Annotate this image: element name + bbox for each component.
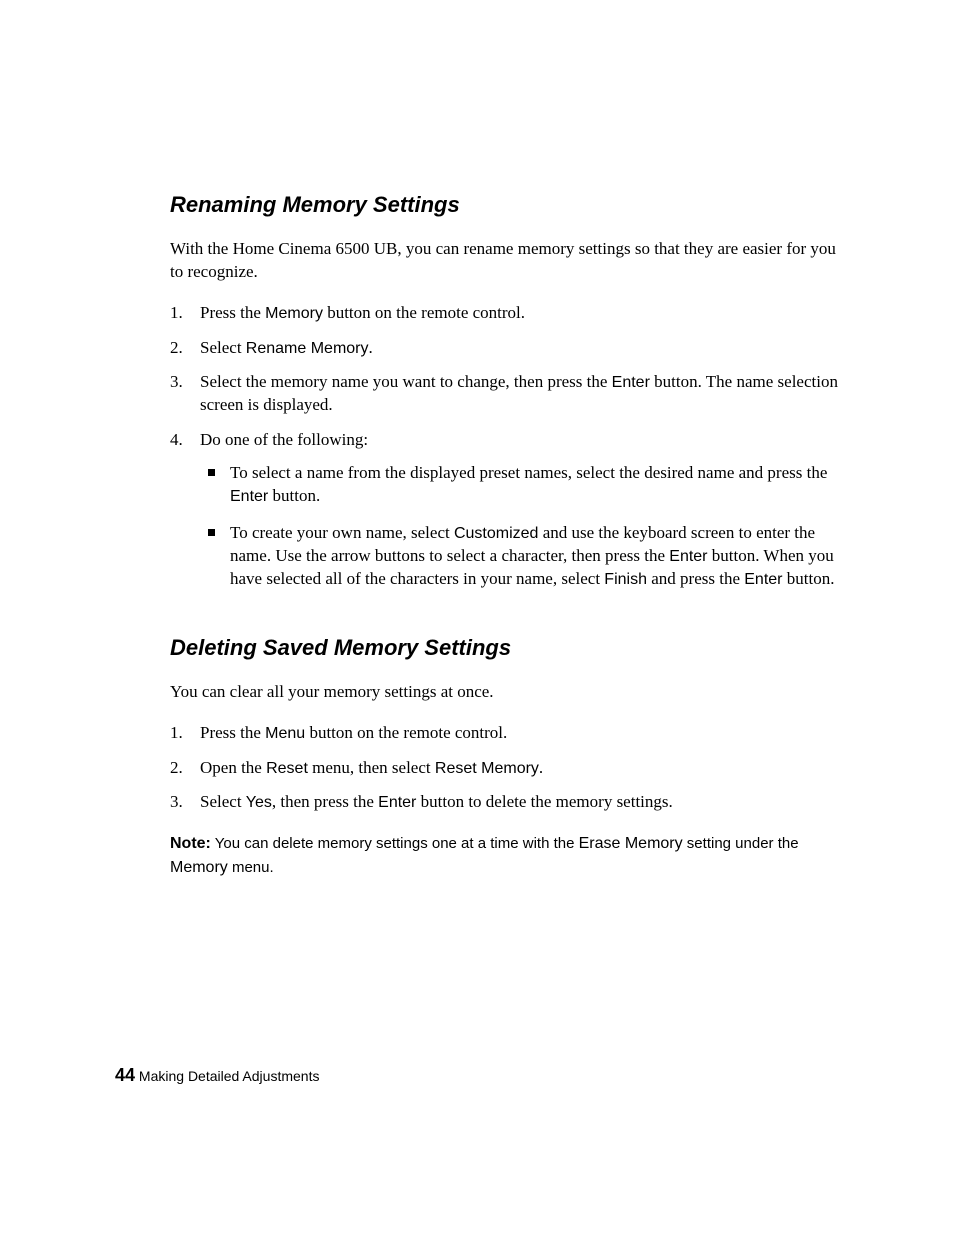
substep-text: To select a name from the displayed pres… [230, 463, 827, 482]
reset-memory-label: Reset Memory [435, 760, 539, 777]
enter-button-label: Enter [378, 794, 416, 811]
note: Note: You can delete memory settings one… [170, 832, 839, 878]
step-text: . [369, 338, 373, 357]
steps-deleting: Press the Menu button on the remote cont… [170, 722, 839, 815]
step-2: Select Rename Memory. [170, 337, 839, 360]
chapter-title: Making Detailed Adjustments [139, 1068, 320, 1084]
heading-deleting: Deleting Saved Memory Settings [170, 633, 839, 663]
heading-renaming: Renaming Memory Settings [170, 190, 839, 220]
step-2: Open the Reset menu, then select Reset M… [170, 757, 839, 780]
substep-2: To create your own name, select Customiz… [200, 522, 839, 591]
enter-button-label: Enter [669, 548, 707, 565]
yes-label: Yes [246, 794, 272, 811]
reset-label: Reset [266, 760, 308, 777]
note-text: You can delete memory settings one at a … [211, 835, 579, 852]
note-text: setting under the [683, 835, 799, 852]
intro-deleting: You can clear all your memory settings a… [170, 681, 839, 704]
step-text: Do one of the following: [200, 430, 368, 449]
step-text: button to delete the memory settings. [416, 792, 672, 811]
rename-memory-label: Rename Memory [246, 340, 369, 357]
note-text: menu. [228, 859, 274, 876]
customized-label: Customized [454, 525, 538, 542]
step-text: Press the [200, 723, 265, 742]
step-4: Do one of the following: To select a nam… [170, 429, 839, 591]
step-3: Select Yes, then press the Enter button … [170, 791, 839, 814]
step-text: Open the [200, 758, 266, 777]
enter-button-label: Enter [230, 488, 268, 505]
step-1: Press the Memory button on the remote co… [170, 302, 839, 325]
memory-button-label: Memory [265, 305, 323, 322]
step-1: Press the Menu button on the remote cont… [170, 722, 839, 745]
step-text: , then press the [272, 792, 378, 811]
step-text: button on the remote control. [305, 723, 507, 742]
step-3: Select the memory name you want to chang… [170, 371, 839, 417]
step-text: Select [200, 792, 246, 811]
page-footer: 44 Making Detailed Adjustments [115, 1063, 319, 1087]
intro-renaming: With the Home Cinema 6500 UB, you can re… [170, 238, 839, 284]
substeps: To select a name from the displayed pres… [200, 462, 839, 591]
substep-1: To select a name from the displayed pres… [200, 462, 839, 508]
enter-button-label: Enter [612, 374, 650, 391]
substep-text: and press the [647, 569, 744, 588]
step-text: Select [200, 338, 246, 357]
step-text: button on the remote control. [323, 303, 525, 322]
document-page: Renaming Memory Settings With the Home C… [0, 0, 954, 1235]
step-text: Select the memory name you want to chang… [200, 372, 612, 391]
substep-text: button. [268, 486, 320, 505]
substep-text: To create your own name, select [230, 523, 454, 542]
erase-memory-label: Erase Memory [579, 835, 683, 852]
memory-menu-label: Memory [170, 859, 228, 876]
enter-button-label: Enter [744, 571, 782, 588]
page-number: 44 [115, 1065, 135, 1085]
note-label: Note: [170, 835, 211, 852]
step-text: . [539, 758, 543, 777]
menu-button-label: Menu [265, 725, 305, 742]
substep-text: button. [783, 569, 835, 588]
steps-renaming: Press the Memory button on the remote co… [170, 302, 839, 591]
step-text: Press the [200, 303, 265, 322]
finish-label: Finish [604, 571, 647, 588]
step-text: menu, then select [308, 758, 435, 777]
